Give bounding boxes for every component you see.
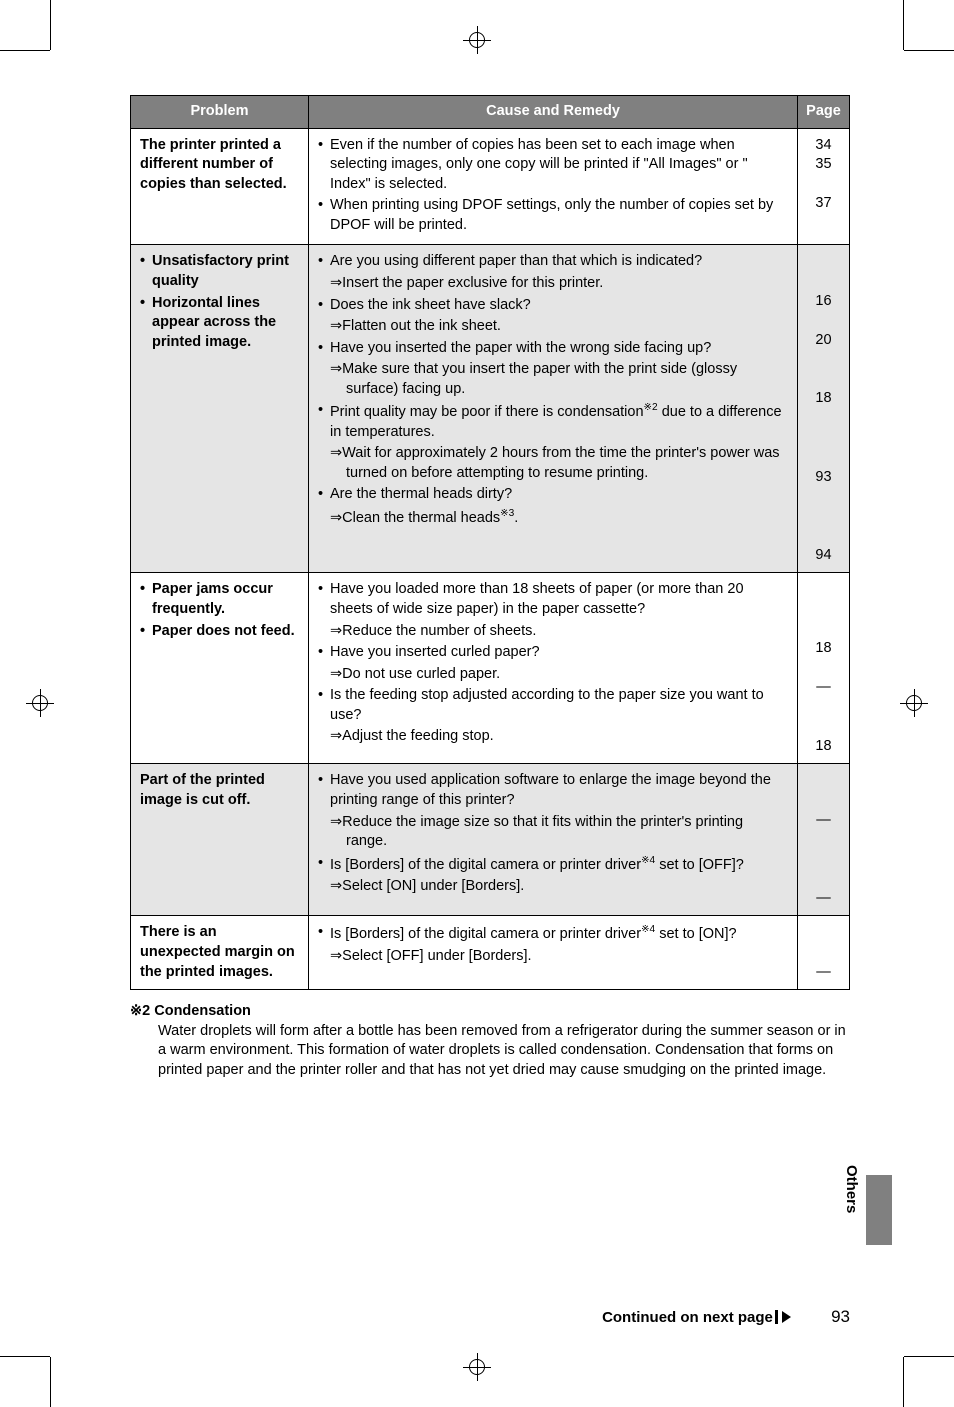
header-problem: Problem (131, 96, 309, 129)
page-ref (807, 698, 840, 718)
page-ref (807, 869, 840, 889)
table-row: •Paper jams occur frequently.•Paper does… (131, 573, 850, 764)
page-ref: 18 (807, 639, 840, 659)
page-ref: — (807, 963, 840, 983)
registration-mark-icon (26, 689, 54, 717)
page-ref (807, 175, 840, 195)
troubleshooting-table: Problem Cause and Remedy Page The printe… (130, 95, 850, 990)
section-label: Others (843, 1165, 860, 1213)
problem-cell: Part of the printed image is cut off. (131, 764, 309, 916)
page-ref (807, 409, 840, 429)
cause-cell: •Have you used application software to e… (309, 764, 798, 916)
problem-cell: •Paper jams occur frequently.•Paper does… (131, 573, 309, 764)
page-ref (807, 923, 840, 943)
crop-mark (0, 50, 50, 51)
continued-label: Continued on next page (602, 1309, 791, 1326)
crop-mark (0, 1356, 50, 1357)
crop-mark (903, 0, 904, 50)
page-ref: 94 (807, 546, 840, 566)
table-row: The printer printed a different number o… (131, 128, 850, 245)
page-ref (807, 350, 840, 370)
registration-mark-icon (900, 689, 928, 717)
page-ref: 18 (807, 389, 840, 409)
page-ref (807, 580, 840, 600)
table-row: Part of the printed image is cut off.•Ha… (131, 764, 850, 916)
page-ref: 93 (807, 468, 840, 488)
page-ref (807, 717, 840, 737)
page-ref (807, 428, 840, 448)
page-ref (807, 507, 840, 527)
page-content: Problem Cause and Remedy Page The printe… (130, 95, 850, 1080)
problem-cell: •Unsatisfactory print quality•Horizontal… (131, 245, 309, 573)
problem-cell: The printer printed a different number o… (131, 128, 309, 245)
bar-icon (775, 1310, 778, 1324)
page-cell: — — (798, 764, 850, 916)
page-number: 93 (831, 1307, 850, 1327)
page-ref (807, 830, 840, 850)
page-ref (807, 943, 840, 963)
table-row: There is an unexpected margin on the pri… (131, 916, 850, 990)
registration-mark-icon (463, 1353, 491, 1381)
page-ref (807, 659, 840, 679)
table-row: •Unsatisfactory print quality•Horizontal… (131, 245, 850, 573)
page-ref (807, 526, 840, 546)
footnote-condensation: ※2 Condensation Water droplets will form… (130, 1002, 850, 1080)
page-ref (807, 620, 840, 640)
section-tab (866, 1175, 892, 1245)
page-ref: — (807, 811, 840, 831)
page-ref (807, 600, 840, 620)
header-page: Page (798, 96, 850, 129)
page-cell: 18 — 18 (798, 573, 850, 764)
crop-mark (50, 1357, 51, 1407)
page-ref: 20 (807, 331, 840, 351)
crop-mark (904, 1356, 954, 1357)
crop-mark (903, 1357, 904, 1407)
triangle-icon (782, 1311, 791, 1323)
page-ref: 37 (807, 194, 840, 214)
page-ref: 35 (807, 155, 840, 175)
page-ref: 18 (807, 737, 840, 757)
problem-cell: There is an unexpected margin on the pri… (131, 916, 309, 990)
footnote-body: Water droplets will form after a bottle … (158, 1022, 850, 1081)
page-footer: Continued on next page 93 (130, 1307, 850, 1327)
page-ref (807, 850, 840, 870)
continued-text: Continued on next page (602, 1309, 773, 1326)
page-ref: 16 (807, 292, 840, 312)
page-ref (807, 771, 840, 791)
page-ref (807, 370, 840, 390)
page-ref (807, 311, 840, 331)
page-cell: 3435 37 (798, 128, 850, 245)
cause-cell: •Have you loaded more than 18 sheets of … (309, 573, 798, 764)
page-cell: 16 20 18 93 94 (798, 245, 850, 573)
header-cause: Cause and Remedy (309, 96, 798, 129)
page-ref (807, 252, 840, 272)
page-ref: 34 (807, 136, 840, 156)
page-ref (807, 448, 840, 468)
registration-mark-icon (463, 26, 491, 54)
page-cell: — (798, 916, 850, 990)
page-ref (807, 791, 840, 811)
page-ref (807, 272, 840, 292)
page-ref (807, 487, 840, 507)
footnote-title: ※2 Condensation (130, 1002, 850, 1022)
page-ref: — (807, 678, 840, 698)
cause-cell: •Is [Borders] of the digital camera or p… (309, 916, 798, 990)
crop-mark (904, 50, 954, 51)
crop-mark (50, 0, 51, 50)
page-ref: — (807, 889, 840, 909)
cause-cell: •Are you using different paper than that… (309, 245, 798, 573)
cause-cell: •Even if the number of copies has been s… (309, 128, 798, 245)
